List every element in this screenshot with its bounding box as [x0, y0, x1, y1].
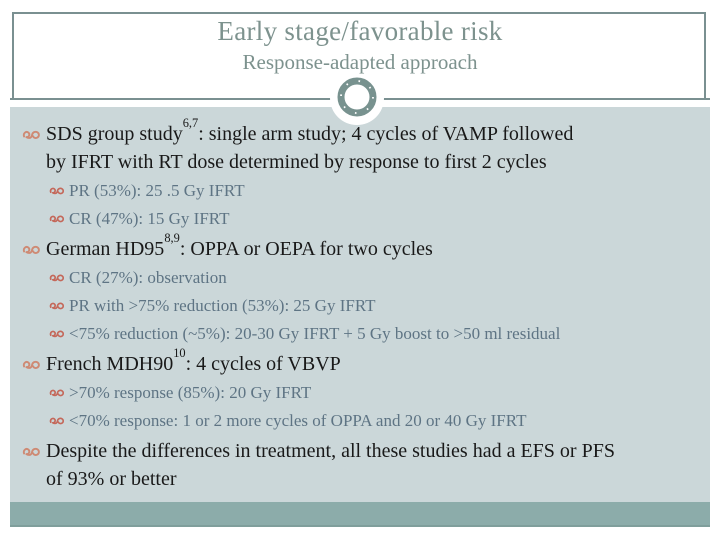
bullet-curl-icon	[49, 213, 65, 225]
body-panel	[10, 107, 710, 502]
bullet-text: >70% response (85%): 20 Gy IFRT	[69, 383, 312, 402]
bullet-text: <75% reduction (~5%): 20-30 Gy IFRT + 5 …	[69, 324, 561, 343]
bullet-curl-icon	[22, 358, 41, 372]
slide-body-content: SDS group study6,7: single arm study; 4 …	[10, 107, 710, 493]
bullet-text: SDS group study6,7: single arm study; 4 …	[46, 115, 574, 173]
page-title: Early stage/favorable risk	[217, 16, 503, 46]
bullet-item: CR (27%): observation	[49, 265, 694, 291]
page-subtitle: Response-adapted approach	[242, 50, 478, 74]
bullet-item: <70% response: 1 or 2 more cycles of OPP…	[49, 408, 694, 434]
bullet-curl-icon	[49, 328, 65, 340]
footer-band	[10, 502, 710, 527]
bullet-item: CR (47%): 15 Gy IFRT	[49, 206, 694, 232]
bullet-curl-icon	[49, 387, 65, 399]
bullet-text: CR (47%): 15 Gy IFRT	[69, 209, 230, 228]
bullet-item: Despite the differences in treatment, al…	[22, 437, 694, 493]
bullet-curl-icon	[22, 243, 41, 257]
bullet-item: PR with >75% reduction (53%): 25 Gy IFRT	[49, 293, 694, 319]
bullet-curl-icon	[49, 300, 65, 312]
bullet-item: French MDH9010: 4 cycles of VBVP	[22, 345, 694, 378]
bullet-text: <70% response: 1 or 2 more cycles of OPP…	[69, 411, 527, 430]
bullet-curl-icon	[22, 445, 41, 459]
bullet-curl-icon	[49, 185, 65, 197]
bullet-item: German HD958,9: OPPA or OEPA for two cyc…	[22, 230, 694, 263]
bullet-text: CR (27%): observation	[69, 268, 227, 287]
bullet-item: SDS group study6,7: single arm study; 4 …	[22, 115, 694, 176]
bullet-item: <75% reduction (~5%): 20-30 Gy IFRT + 5 …	[49, 321, 694, 347]
bullet-text: PR (53%): 25 .5 Gy IFRT	[69, 181, 245, 200]
bullet-item: PR (53%): 25 .5 Gy IFRT	[49, 178, 694, 204]
bullet-item: >70% response (85%): 20 Gy IFRT	[49, 380, 694, 406]
bullet-text: PR with >75% reduction (53%): 25 Gy IFRT	[69, 296, 376, 315]
bullet-text: German HD958,9: OPPA or OEPA for two cyc…	[46, 230, 433, 260]
bullet-curl-icon	[49, 415, 65, 427]
bullet-text: Despite the differences in treatment, al…	[46, 440, 615, 490]
bullet-curl-icon	[49, 272, 65, 284]
bullet-curl-icon	[22, 128, 41, 142]
bullet-text: French MDH9010: 4 cycles of VBVP	[46, 345, 341, 375]
circle-ornament-icon	[330, 71, 384, 125]
